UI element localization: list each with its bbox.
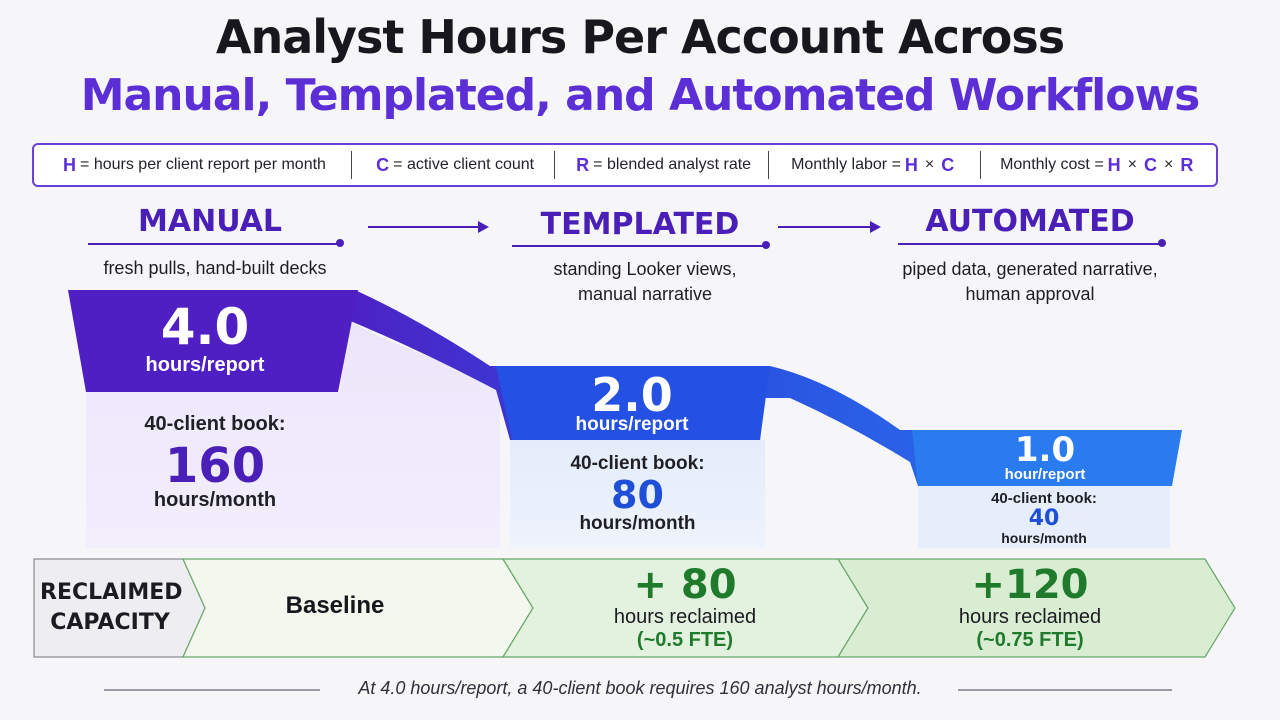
reclaimed-capacity-label: RECLAIMED CAPACITY	[40, 578, 183, 638]
legend-divider	[553, 151, 556, 179]
templated-monthly-unit: hours/month	[579, 513, 696, 534]
templated-reclaimed-unit: hours reclaimed	[613, 606, 757, 628]
stage-desc-automated-2: human approval	[965, 284, 1095, 304]
automated-monthly-unit: hours/month	[1001, 530, 1087, 546]
stage-underline	[512, 245, 764, 247]
arrow-head-icon	[478, 221, 489, 233]
legend-divider	[350, 151, 353, 179]
variable-legend: H = hours per client report per month C …	[32, 143, 1218, 187]
footer-rule-left	[104, 689, 320, 691]
templated-book-label: 40-client book:	[570, 453, 705, 474]
arrow-head-icon	[870, 221, 881, 233]
automated-hours-block	[912, 430, 1182, 486]
legend-labor-h: H	[904, 154, 918, 175]
legend-text-h: = hours per client report per month	[80, 156, 326, 173]
footer-note: At 4.0 hours/report, a 40-client book re…	[358, 678, 922, 698]
legend-item-c: C = active client count	[352, 145, 554, 185]
automated-reclaimed-fte: (~0.75 FTE)	[976, 629, 1084, 651]
legend-item-cost: Monthly cost = H × C × R	[981, 145, 1216, 185]
stage-arrow	[778, 226, 870, 228]
legend-text-r: = blended analyst rate	[593, 156, 752, 173]
templated-hours-unit: hours/report	[575, 414, 689, 435]
manual-hours-block	[68, 290, 358, 392]
templated-reclaimed-fte: (~0.5 FTE)	[636, 629, 734, 651]
automated-reclaimed-chevron	[836, 558, 1236, 658]
manual-monthly-unit: hours/month	[153, 489, 277, 511]
legend-item-r: R = blended analyst rate	[555, 145, 768, 185]
legend-divider	[980, 151, 982, 179]
legend-cost-text: Monthly cost =	[1000, 156, 1104, 173]
reclaimed-label-line-2: CAPACITY	[50, 610, 170, 635]
automated-reclaimed-unit: hours reclaimed	[958, 606, 1102, 628]
baseline-label: Baseline	[285, 592, 385, 619]
stage-desc-automated-1: piped data, generated narrative,	[902, 259, 1158, 279]
stage-underline	[898, 243, 1160, 245]
legend-labor-times: ×	[924, 156, 935, 173]
automated-reclaimed-value: +120	[971, 562, 1089, 608]
templated-hours-value: 2.0	[591, 368, 673, 422]
stage-title-manual: MANUAL	[138, 204, 282, 239]
automated-hours-unit: hour/report	[1004, 466, 1086, 483]
templated-panel	[510, 440, 765, 548]
legend-cost-h: H	[1107, 154, 1121, 175]
legend-symbol-h: H	[63, 154, 77, 175]
stage-underline	[88, 243, 338, 245]
templated-reclaimed-value: + 80	[633, 562, 737, 608]
stage-underline-dot	[762, 241, 770, 249]
legend-labor-text: Monthly labor =	[791, 156, 901, 173]
manual-book-label: 40-client book:	[144, 413, 286, 435]
manual-hours-unit: hours/report	[145, 354, 265, 376]
stage-title-automated: AUTOMATED	[925, 204, 1135, 239]
legend-item-labor: Monthly labor = H × C	[769, 145, 980, 185]
automated-monthly-value: 40	[1028, 506, 1060, 531]
footer-rule-right	[958, 689, 1172, 691]
templated-monthly-value: 80	[611, 473, 664, 517]
legend-item-h: H = hours per client report per month	[34, 145, 351, 185]
legend-cost-c: C	[1144, 154, 1158, 175]
legend-divider	[767, 151, 770, 179]
legend-cost-times: ×	[1164, 156, 1174, 173]
legend-labor-c: C	[941, 154, 955, 175]
stage-title-templated: TEMPLATED	[540, 207, 740, 242]
stage-arrow	[368, 226, 478, 228]
automated-book-label: 40-client book:	[991, 490, 1097, 507]
reclaimed-label-line-1: RECLAIMED	[40, 580, 183, 605]
legend-symbol-c: C	[376, 154, 390, 175]
automated-hours-value: 1.0	[1014, 430, 1076, 470]
legend-text-c: = active client count	[393, 156, 535, 173]
manual-monthly-value: 160	[164, 438, 266, 494]
legend-cost-times: ×	[1127, 156, 1138, 173]
stage-underline-dot	[336, 239, 344, 247]
legend-cost-r: R	[1180, 154, 1194, 175]
stage-desc-templated-2: manual narrative	[577, 284, 713, 304]
stage-desc-manual: fresh pulls, hand-built decks	[103, 258, 327, 278]
stage-desc-templated-1: standing Looker views,	[553, 259, 737, 279]
manual-panel	[86, 320, 500, 548]
templated-hours-block	[496, 366, 770, 440]
manual-hours-value: 4.0	[160, 298, 250, 356]
title-line-1: Analyst Hours Per Account Across	[215, 10, 1065, 64]
stage-underline-dot	[1158, 239, 1166, 247]
legend-symbol-r: R	[576, 154, 590, 175]
automated-panel	[918, 486, 1170, 548]
title-line-2: Manual, Templated, and Automated Workflo…	[80, 70, 1201, 121]
